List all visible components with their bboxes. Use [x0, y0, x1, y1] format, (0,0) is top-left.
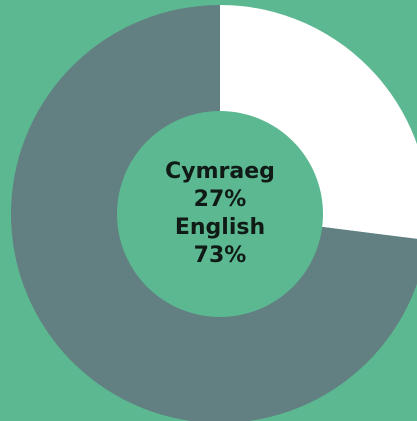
- center-labels: Cymraeg 27% English 73%: [165, 159, 275, 268]
- category-label: Cymraeg: [165, 159, 275, 184]
- value-label: 73%: [194, 243, 247, 268]
- value-label: 27%: [194, 187, 247, 212]
- donut-hole: [117, 111, 323, 317]
- category-label: English: [175, 215, 265, 240]
